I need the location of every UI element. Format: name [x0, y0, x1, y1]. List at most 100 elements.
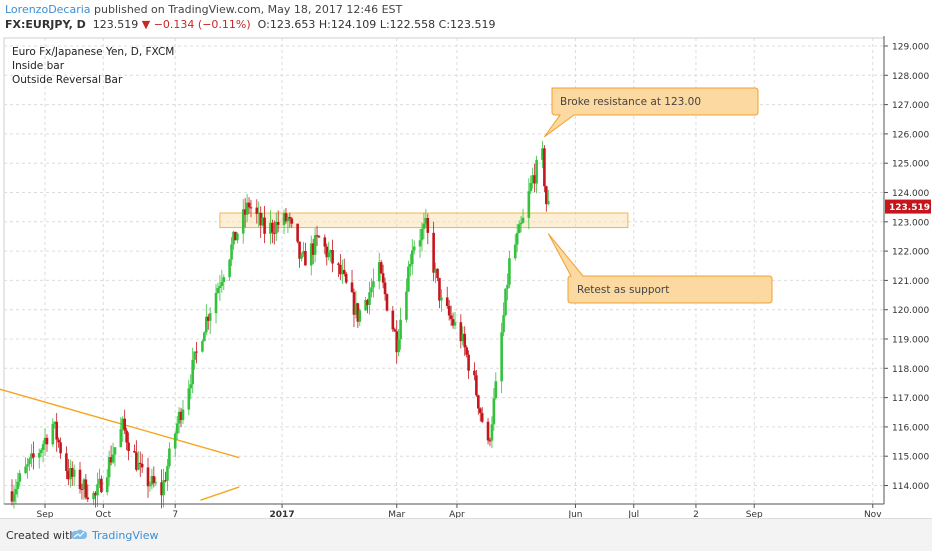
y-tick-label: 124.000 [892, 189, 929, 199]
candle-body [152, 476, 156, 484]
price-axis[interactable]: 114.000 115.000 116.000 117.000 118.000 119.0… [883, 36, 931, 504]
candle-body [201, 341, 204, 352]
candle-body [193, 351, 196, 360]
candle-body [447, 306, 451, 316]
symbol-label: FX:EURJPY, D [5, 18, 86, 31]
candle-body [517, 224, 521, 233]
candle-body [203, 332, 206, 342]
candle-body [82, 479, 86, 489]
candle-body [10, 491, 14, 502]
candle-body [424, 218, 428, 224]
candle-body [39, 450, 43, 453]
candle-body [494, 381, 498, 399]
candle-body [284, 213, 288, 222]
y-tick-label: 128.000 [892, 72, 929, 82]
candle-body [208, 313, 212, 321]
candle-body [195, 351, 198, 353]
candle-body [53, 421, 57, 424]
candle-body [179, 411, 183, 421]
candle-body [341, 269, 344, 275]
callout-box [547, 233, 773, 304]
candle-body [271, 222, 274, 233]
candle-body [28, 458, 31, 465]
candle-body [166, 466, 169, 481]
y-tick-label: 126.000 [892, 130, 929, 140]
candle-body [51, 423, 55, 445]
candle-body [300, 254, 303, 259]
candle-body [269, 222, 272, 234]
candle-body [107, 457, 111, 478]
price-value: 123.519 [92, 18, 139, 31]
candle-body [26, 464, 29, 467]
callout-broke-resistance: Broke resistance at 123.00 [543, 87, 759, 138]
legend-outside-reversal-bar: Outside Reversal Bar [12, 74, 123, 86]
x-tick-label: Nov [864, 510, 882, 518]
candle-body [43, 437, 47, 445]
candle-body [57, 439, 60, 443]
candle-body [368, 292, 371, 305]
candle-body [162, 480, 165, 496]
annotations-layer: Broke resistance at 123.00 Retest as supp… [543, 87, 773, 304]
candle-body [78, 469, 82, 489]
footer-bar: Created with TradingView [0, 518, 932, 551]
price-chart[interactable]: Broke resistance at 123.00 Retest as supp… [0, 36, 932, 520]
time-axis[interactable]: Sep Oct 7 2017 Mar Apr Jun Jul 2 Sep Nov [4, 503, 884, 520]
candle-body [480, 413, 484, 422]
tradingview-logo-icon [71, 529, 87, 539]
candle-body [366, 299, 369, 305]
close-value: C:123.519 [438, 18, 496, 31]
candle-body [521, 217, 525, 223]
candle-body [80, 488, 84, 490]
candle-body [136, 462, 140, 470]
tradingview-brand-link[interactable]: TradingView [92, 529, 159, 542]
candle-body [302, 251, 305, 255]
candle-body [234, 231, 237, 241]
candle-body [222, 277, 226, 283]
candle-body [370, 287, 373, 293]
candle-body [422, 223, 426, 230]
candle-body [364, 299, 367, 311]
candle-body [531, 175, 535, 183]
x-tick-label: 7 [172, 510, 178, 518]
candle-body [477, 395, 480, 409]
candle-body [502, 315, 505, 333]
candle-body [92, 492, 95, 500]
candle-body [500, 332, 503, 382]
candle-body [257, 212, 261, 215]
y-tick-label: 115.000 [892, 453, 929, 463]
candle-body [68, 468, 72, 480]
chart-legend: Euro Fx/Japanese Yen, D, FXCM Inside bar… [12, 46, 174, 86]
candle-body [323, 237, 327, 247]
chart-area[interactable]: Broke resistance at 123.00 Retest as supp… [0, 36, 932, 520]
candle-body [105, 477, 109, 493]
candle-body [205, 316, 208, 333]
candle-body [377, 262, 381, 282]
candle-body [535, 159, 538, 184]
x-tick-label: Apr [449, 510, 465, 518]
x-tick-label: Jul [627, 510, 639, 518]
candle-body [543, 148, 546, 187]
candle-body [220, 282, 224, 286]
candle-body [399, 319, 402, 340]
candle-body [420, 229, 424, 241]
candle-body [315, 235, 319, 237]
candle-body [461, 333, 465, 342]
candle-body [410, 250, 414, 265]
candle-body [488, 440, 492, 442]
candle-body [286, 217, 290, 222]
candle-body [418, 240, 422, 247]
candle-body [453, 322, 457, 326]
candle-body [304, 251, 307, 266]
candle-body [445, 297, 449, 307]
chart-header: LorenzoDecaria published on TradingView.… [0, 0, 932, 36]
candle-body [529, 182, 533, 192]
author-link[interactable]: LorenzoDecaria [5, 3, 91, 16]
candle-body [86, 497, 90, 500]
candle-body [533, 175, 536, 184]
candle-body [478, 408, 482, 414]
candle-body [191, 359, 194, 385]
candle-body [67, 470, 70, 480]
candle-body [395, 331, 399, 353]
candle-body [175, 423, 179, 434]
legend-inside-bar: Inside bar [12, 60, 65, 72]
